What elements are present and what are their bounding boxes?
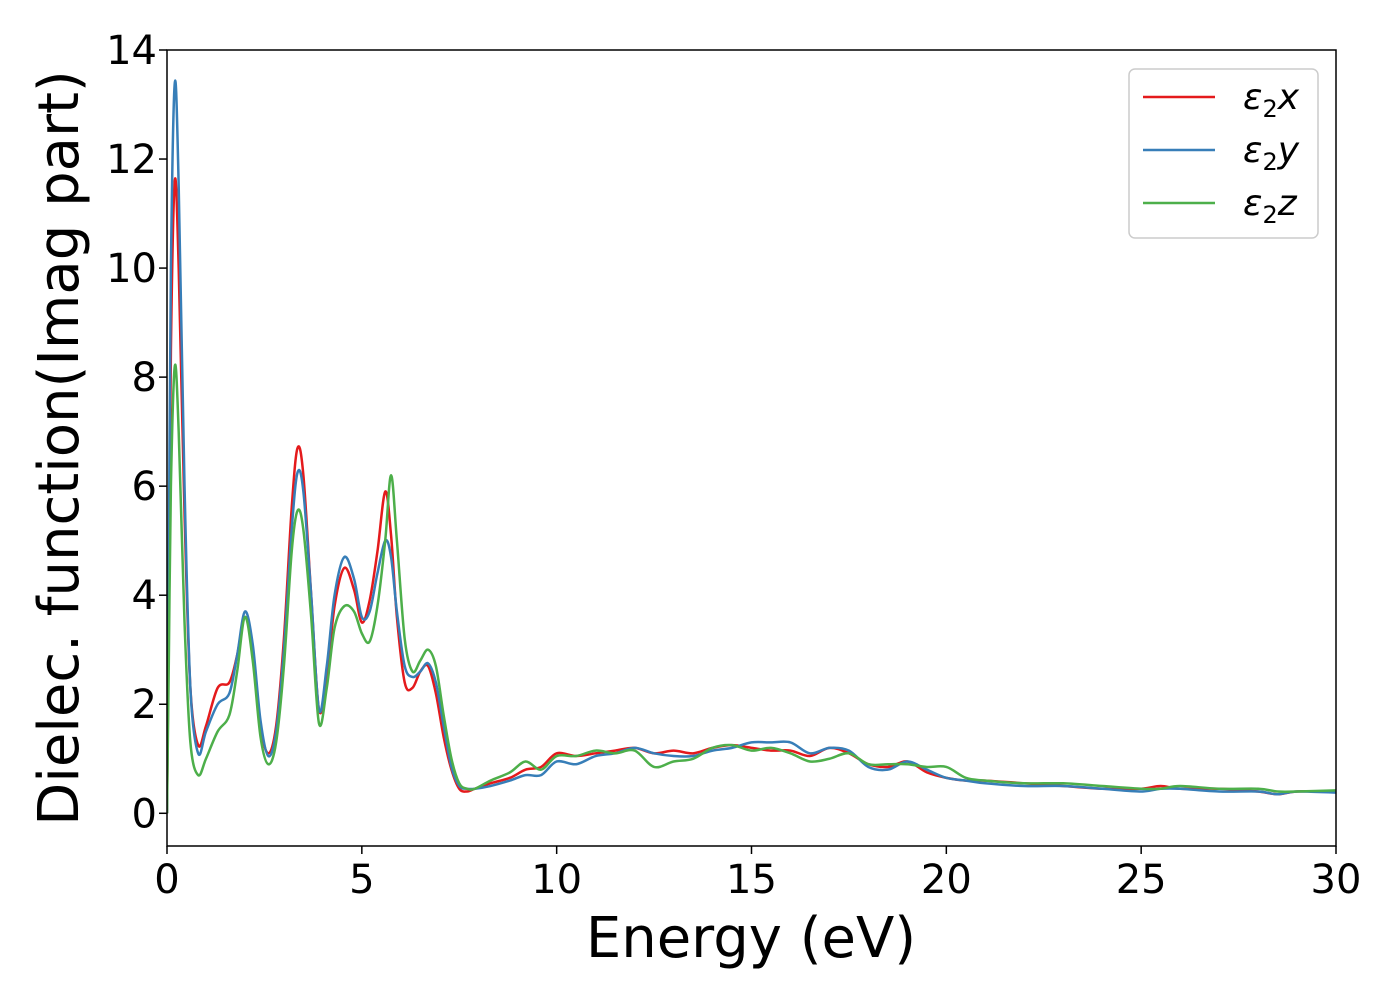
x-axis-ticks: 0 5 10 15 20 25 30 (154, 846, 1361, 903)
series-line-z (167, 363, 1336, 814)
x-axis-label: Energy (eV) (586, 906, 916, 971)
y-tick-label: 14 (106, 28, 157, 74)
y-tick-label: 4 (132, 573, 157, 619)
x-tick-label: 25 (1116, 857, 1167, 903)
y-tick-label: 8 (132, 355, 157, 401)
x-tick-label: 20 (921, 857, 972, 903)
legend-label-y: ε2y (1243, 130, 1300, 176)
x-tick-label: 30 (1311, 857, 1362, 903)
y-axis-ticks: 0 2 4 6 8 10 12 14 (106, 28, 167, 837)
y-tick-label: 10 (106, 246, 157, 292)
y-axis-label: Dielec. function(Imag part) (27, 70, 92, 826)
legend-box (1128, 68, 1319, 239)
y-tick-label: 6 (132, 464, 157, 510)
legend-label-z: ε2z (1243, 183, 1298, 229)
y-tick-label: 12 (106, 137, 157, 183)
legend: ε2x ε2y ε2z (1128, 68, 1319, 239)
x-tick-label: 10 (531, 857, 582, 903)
y-tick-label: 2 (132, 682, 157, 728)
series-line-x (167, 177, 1336, 814)
x-tick-label: 0 (154, 857, 179, 903)
x-tick-label: 5 (349, 857, 374, 903)
legend-label-x: ε2x (1243, 77, 1300, 123)
y-tick-label: 0 (132, 791, 157, 837)
x-tick-label: 15 (726, 857, 777, 903)
series-layer (167, 79, 1336, 814)
